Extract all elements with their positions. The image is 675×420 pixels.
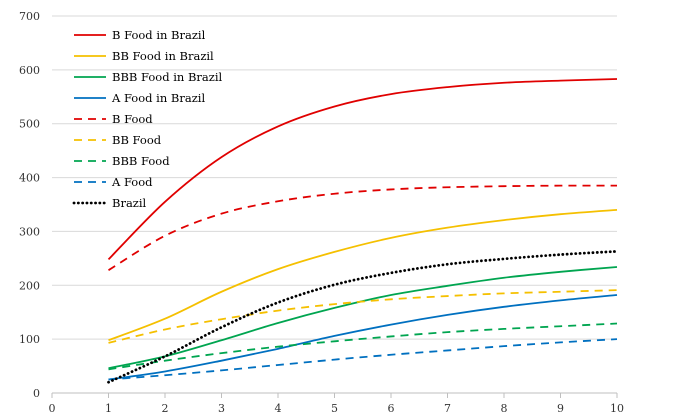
y-tick-label: 100: [19, 333, 40, 346]
y-tick-label: 500: [19, 118, 40, 131]
series-line-a-food-in-brazil: [108, 294, 618, 381]
y-tick-label: 600: [19, 64, 40, 77]
series-line-b-food: [108, 184, 618, 271]
legend-label: B Food: [112, 112, 153, 126]
grid: [52, 15, 617, 340]
legend-item: Brazil: [72, 196, 147, 210]
legend-item: B Food: [74, 112, 153, 126]
y-tick-label: 400: [19, 172, 40, 185]
legend-label: B Food in Brazil: [112, 28, 206, 42]
legend-label: Brazil: [112, 196, 147, 210]
series-line-bbb-food: [108, 322, 618, 371]
x-tick-label: 9: [557, 402, 564, 415]
legend-label: BBB Food in Brazil: [112, 70, 223, 84]
y-tick-label: 0: [33, 387, 40, 400]
axes: 0 100 200 300 400 500 600 700 0 1 2 3 4 5 6 7 8 9 10: [19, 10, 624, 415]
x-tick-label: 2: [162, 402, 169, 415]
legend-item: BBB Food: [74, 154, 170, 168]
legend-item: BB Food in Brazil: [74, 49, 214, 63]
series-line-b-food-in-brazil: [107, 78, 618, 261]
legend-label: A Food in Brazil: [111, 91, 205, 105]
x-tick-label: 5: [331, 402, 338, 415]
x-tick-label: 8: [501, 402, 508, 415]
legend: B Food in Brazil BB Food in Brazil BBB Foo…: [72, 28, 223, 210]
legend-item: BB Food: [74, 133, 162, 147]
series-line-a-food: [108, 338, 618, 381]
x-tick-label: 3: [218, 402, 225, 415]
legend-item: A Food: [74, 175, 153, 189]
x-tick-label: 4: [275, 402, 282, 415]
y-tick-label: 300: [19, 225, 40, 238]
legend-label: BBB Food: [112, 154, 170, 168]
series-line-brazil: [107, 249, 619, 384]
series-lines: [107, 78, 619, 384]
legend-label: A Food: [111, 175, 153, 189]
y-tick-label: 700: [19, 10, 40, 23]
series-line-bb-food-in-brazil: [108, 208, 618, 342]
x-tick-label: 1: [105, 402, 112, 415]
legend-item: A Food in Brazil: [74, 91, 205, 105]
y-tick-label: 200: [19, 279, 40, 292]
series-line-bbb-food-in-brazil: [108, 266, 618, 370]
x-tick-label: 6: [388, 402, 395, 415]
x-tick-label: 0: [49, 402, 56, 415]
x-tick-label: 10: [610, 402, 624, 415]
x-tick-label: 7: [444, 402, 451, 415]
legend-label: BB Food: [112, 133, 162, 147]
legend-item: B Food in Brazil: [74, 28, 206, 42]
legend-label: BB Food in Brazil: [112, 49, 214, 63]
legend-item: BBB Food in Brazil: [74, 70, 223, 84]
series-line-bb-food: [108, 289, 618, 344]
